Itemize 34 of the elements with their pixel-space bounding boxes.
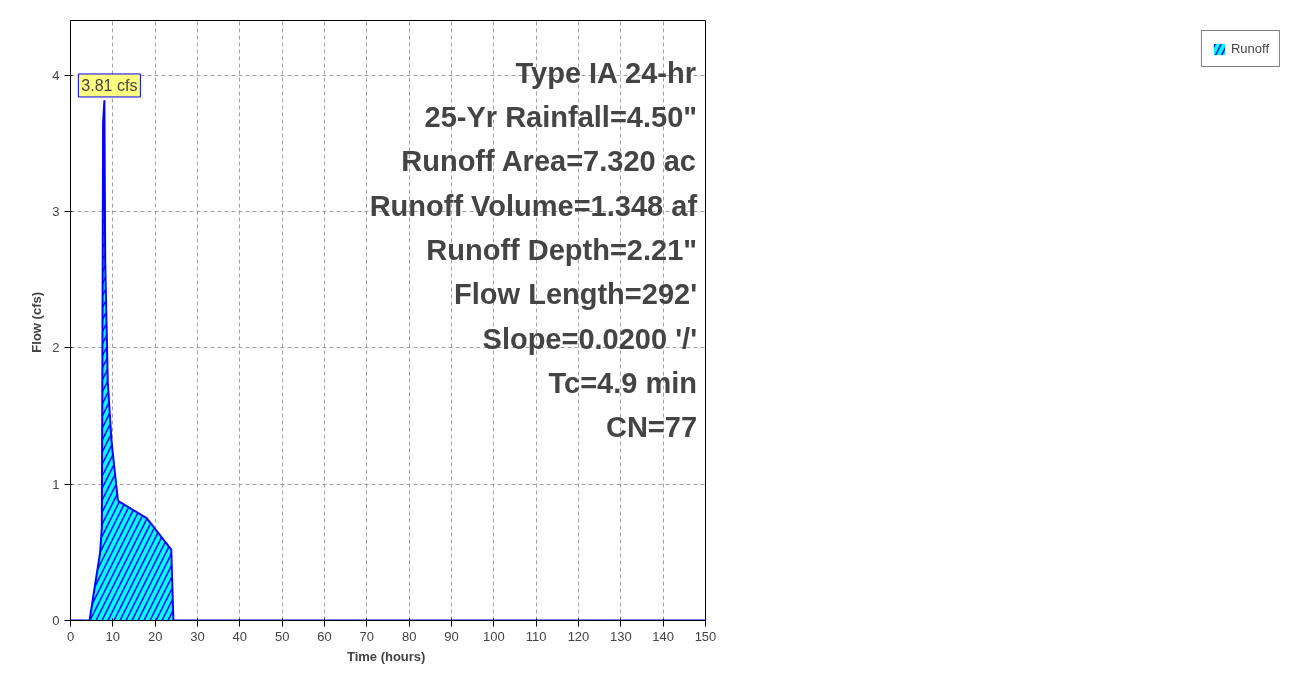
- annotation: Runoff Depth=2.21": [426, 233, 698, 266]
- y-tick-label: 4: [52, 67, 60, 83]
- annotation: Tc=4.9 min: [548, 366, 698, 399]
- x-tick-label: 140: [652, 628, 675, 644]
- x-tick-label: 80: [401, 628, 417, 644]
- x-tick-label: 50: [274, 628, 290, 644]
- annotation: Type IA 24-hr: [515, 56, 696, 89]
- annotation: 3.81 cfs: [81, 76, 138, 94]
- annotation: CN=77: [605, 411, 698, 444]
- x-tick-label: 10: [105, 628, 121, 644]
- annotation: Runoff Area=7.320 ac: [401, 145, 696, 178]
- x-tick-label: 130: [609, 628, 632, 644]
- y-axis-title: Flow (cfs): [29, 291, 45, 353]
- legend-label: Runoff: [1230, 41, 1269, 56]
- annotation: Slope=0.0200 '/': [482, 322, 698, 355]
- y-tick-label: 1: [52, 476, 60, 492]
- annotation: Runoff Volume=1.348 af: [369, 189, 698, 222]
- x-tick-label: 0: [66, 628, 75, 644]
- annotation: 25-Yr Rainfall=4.50": [424, 101, 698, 133]
- x-tick-label: 30: [190, 628, 205, 644]
- x-tick-label: 120: [567, 628, 590, 644]
- x-tick-label: 60: [317, 628, 332, 644]
- x-tick-label: 100: [482, 628, 505, 644]
- x-tick-label: 70: [359, 628, 375, 644]
- x-tick-label: 20: [147, 628, 163, 644]
- x-tick-label: 90: [444, 628, 459, 644]
- x-tick-label: 40: [232, 628, 248, 644]
- x-axis-title: Time (hours): [346, 648, 426, 664]
- x-tick-label: 110: [525, 628, 547, 644]
- y-tick-label: 0: [52, 613, 60, 628]
- x-tick-label: 150: [694, 628, 717, 644]
- y-tick-label: 2: [52, 340, 60, 356]
- y-tick-label: 3: [52, 203, 60, 219]
- annotation: Flow Length=292': [454, 278, 698, 311]
